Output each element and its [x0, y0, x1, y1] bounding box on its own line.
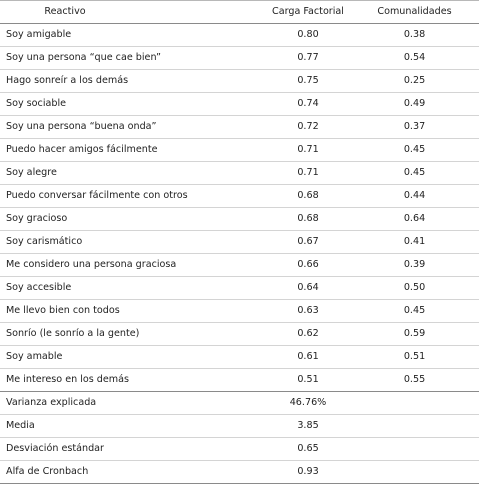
- carga-cell: 0.71: [297, 144, 319, 155]
- header-carga-factorial: Carga Factorial: [272, 6, 344, 17]
- table-row: Me intereso en los demás 0.51 0.55: [0, 369, 479, 392]
- comunalidad-cell: 0.45: [403, 167, 426, 178]
- carga-cell: 0.71: [297, 167, 319, 178]
- summary-row: Alfa de Cronbach 0.93: [0, 461, 479, 484]
- summary-label: Media: [6, 420, 35, 431]
- item-cell: Soy carismático: [6, 236, 83, 247]
- carga-cell: 0.75: [297, 75, 319, 86]
- item-cell: Sonrío (le sonrío a la gente): [6, 328, 140, 339]
- summary-label: Alfa de Cronbach: [6, 466, 89, 477]
- carga-cell: 0.51: [297, 374, 319, 385]
- comunalidad-cell: 0.50: [403, 282, 426, 293]
- header-comunalidades: Comunalidades: [377, 6, 452, 17]
- summary-value: 0.65: [297, 443, 319, 454]
- summary-value: 46.76%: [289, 397, 327, 408]
- carga-cell: 0.68: [297, 190, 319, 201]
- item-cell: Soy amigable: [6, 29, 72, 40]
- carga-cell: 0.74: [297, 98, 319, 109]
- item-cell: Me llevo bien con todos: [6, 305, 120, 316]
- carga-cell: 0.67: [297, 236, 319, 247]
- carga-cell: 0.68: [297, 213, 319, 224]
- carga-cell: 0.63: [297, 305, 319, 316]
- comunalidad-cell: 0.45: [403, 144, 426, 155]
- item-cell: Soy gracioso: [6, 213, 68, 224]
- comunalidad-cell: 0.59: [403, 328, 426, 339]
- comunalidad-cell: 0.39: [403, 259, 426, 270]
- table-row: Soy una persona “buena onda” 0.72 0.37: [0, 116, 479, 139]
- table-row: Puedo hacer amigos fácilmente 0.71 0.45: [0, 139, 479, 162]
- item-cell: Soy una persona “que cae bien”: [6, 52, 161, 63]
- item-cell: Puedo conversar fácilmente con otros: [6, 190, 188, 201]
- comunalidad-cell: 0.44: [403, 190, 426, 201]
- comunalidad-cell: 0.38: [403, 29, 426, 40]
- comunalidad-cell: 0.54: [403, 52, 426, 63]
- item-cell: Hago sonreír a los demás: [6, 75, 129, 86]
- item-cell: Soy alegre: [6, 167, 57, 178]
- comunalidad-cell: 0.64: [403, 213, 426, 224]
- table-row: Soy alegre 0.71 0.45: [0, 162, 479, 185]
- carga-cell: 0.61: [297, 351, 319, 362]
- summary-label: Varianza explicada: [6, 397, 97, 408]
- item-cell: Me intereso en los demás: [6, 374, 130, 385]
- item-cell: Soy una persona “buena onda”: [6, 121, 157, 132]
- table-row: Soy sociable 0.74 0.49: [0, 93, 479, 116]
- comunalidad-cell: 0.51: [403, 351, 426, 362]
- item-cell: Soy accesible: [6, 282, 72, 293]
- table-row: Me considero una persona graciosa 0.66 0…: [0, 254, 479, 277]
- summary-value: 3.85: [297, 420, 319, 431]
- table-header-row: Reactivo Carga Factorial Comunalidades: [0, 0, 479, 24]
- comunalidad-cell: 0.55: [403, 374, 426, 385]
- summary-row: Varianza explicada 46.76%: [0, 392, 479, 415]
- table-row: Hago sonreír a los demás 0.75 0.25: [0, 70, 479, 93]
- table-row: Me llevo bien con todos 0.63 0.45: [0, 300, 479, 323]
- table-row: Soy carismático 0.67 0.41: [0, 231, 479, 254]
- summary-row: Media 3.85: [0, 415, 479, 438]
- carga-cell: 0.66: [297, 259, 319, 270]
- comunalidad-cell: 0.25: [403, 75, 426, 86]
- table-row: Puedo conversar fácilmente con otros 0.6…: [0, 185, 479, 208]
- summary-label: Desviación estándar: [6, 443, 104, 454]
- header-reactivo: Reactivo: [44, 6, 86, 17]
- carga-cell: 0.80: [297, 29, 319, 40]
- table-row: Sonrío (le sonrío a la gente) 0.62 0.59: [0, 323, 479, 346]
- comunalidad-cell: 0.45: [403, 305, 426, 316]
- carga-cell: 0.62: [297, 328, 319, 339]
- table-row: Soy accesible 0.64 0.50: [0, 277, 479, 300]
- table-row: Soy gracioso 0.68 0.64: [0, 208, 479, 231]
- comunalidad-cell: 0.41: [403, 236, 426, 247]
- carga-cell: 0.64: [297, 282, 319, 293]
- summary-row: Desviación estándar 0.65: [0, 438, 479, 461]
- item-cell: Puedo hacer amigos fácilmente: [6, 144, 158, 155]
- comunalidad-cell: 0.49: [403, 98, 426, 109]
- carga-cell: 0.77: [297, 52, 319, 63]
- item-cell: Soy amable: [6, 351, 63, 362]
- item-cell: Soy sociable: [6, 98, 67, 109]
- table-row: Soy una persona “que cae bien” 0.77 0.54: [0, 47, 479, 70]
- table-row: Soy amigable 0.80 0.38: [0, 24, 479, 47]
- summary-value: 0.93: [297, 466, 319, 477]
- table-row: Soy amable 0.61 0.51: [0, 346, 479, 369]
- item-cell: Me considero una persona graciosa: [6, 259, 177, 270]
- carga-cell: 0.72: [297, 121, 319, 132]
- comunalidad-cell: 0.37: [403, 121, 426, 132]
